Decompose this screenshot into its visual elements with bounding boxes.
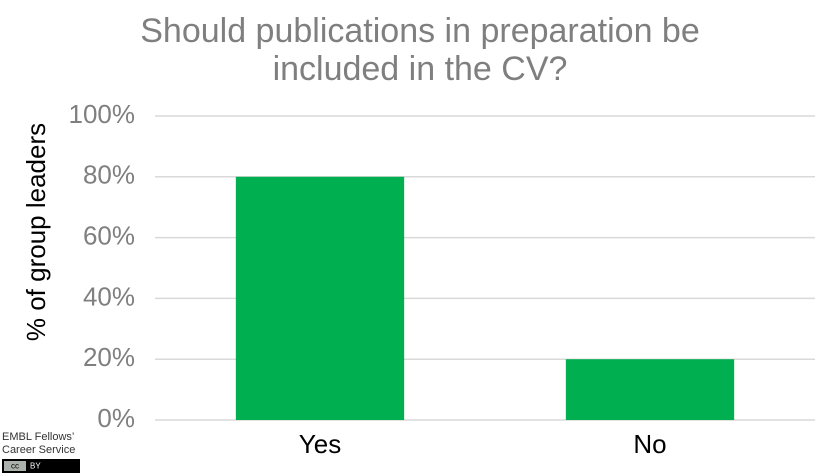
license-text: BY — [30, 462, 41, 471]
y-tick-label: 80% — [83, 160, 135, 190]
y-tick-label: 0% — [97, 403, 135, 433]
chart-title: Should publications in preparation be in… — [140, 12, 700, 88]
y-axis-label: % of group leaders — [21, 123, 51, 341]
bar — [235, 176, 405, 420]
footer-line: Career Service — [2, 444, 75, 456]
bar — [565, 359, 735, 420]
x-tick-label: Yes — [299, 429, 341, 459]
footer-line: EMBL Fellows’ — [2, 431, 74, 443]
y-tick-label: 40% — [83, 281, 135, 311]
license-icon-text: cc — [11, 462, 19, 471]
license-badge-icon — [4, 461, 26, 471]
y-tick-label: 20% — [83, 342, 135, 372]
y-tick-label: 100% — [69, 99, 136, 129]
x-tick-label: No — [633, 429, 666, 459]
y-tick-label: 60% — [83, 220, 135, 250]
